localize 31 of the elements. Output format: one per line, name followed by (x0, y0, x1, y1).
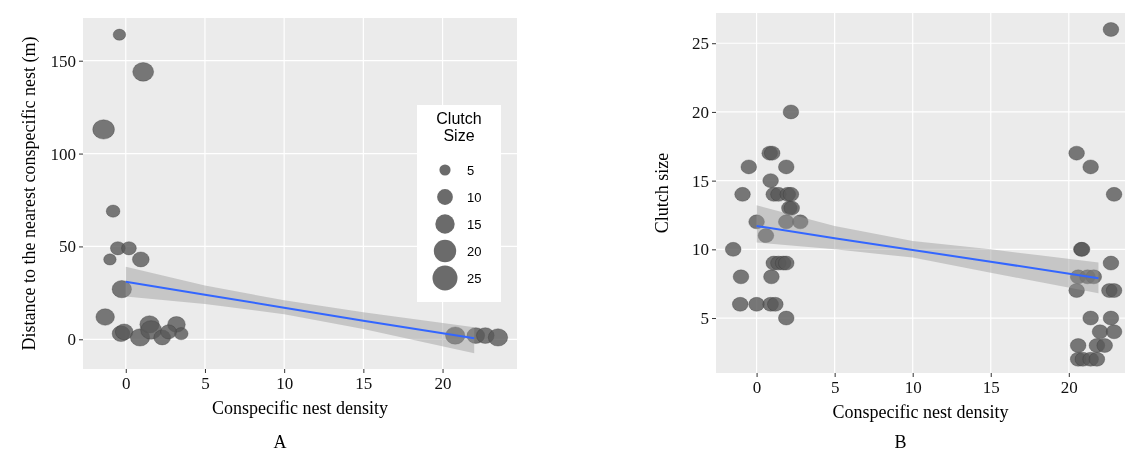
y-tick-label: 10 (692, 240, 709, 260)
y-tick-label: 20 (692, 102, 709, 122)
x-tick-label: 20 (434, 374, 452, 394)
x-tick-label: 10 (904, 378, 922, 398)
legend-label: 20 (467, 244, 482, 259)
y-tick-label: 25 (692, 34, 709, 54)
legend-label: 15 (467, 217, 482, 232)
x-tick-label: 10 (276, 374, 294, 394)
x-tick-label: 0 (122, 374, 131, 394)
legend-label: 25 (467, 271, 482, 286)
y-axis-title: Distance to the nearest conspecific nest (m) (19, 36, 40, 351)
x-axis-title: Conspecific nest density (832, 402, 1009, 422)
x-tick-label: 5 (201, 374, 210, 394)
x-tick-label: 0 (752, 378, 762, 398)
text: B (894, 432, 907, 452)
text: A (273, 432, 287, 452)
x-tick-label: 5 (830, 378, 840, 398)
y-tick-label: 5 (700, 308, 709, 328)
y-axis-title: Clutch size (652, 152, 672, 234)
y-tick-label: 0 (67, 330, 76, 350)
legend-label: 10 (467, 190, 482, 205)
y-tick-label: 15 (692, 171, 709, 191)
legend-title: Clutch Size (436, 110, 482, 144)
x-axis-title: Conspecific nest density (212, 398, 388, 418)
x-tick-label: 15 (982, 378, 1000, 398)
x-tick-label: 20 (1060, 378, 1078, 398)
x-tick-label: 15 (355, 374, 373, 394)
legend-label: 5 (467, 163, 475, 178)
y-tick-label: 100 (50, 144, 76, 164)
y-tick-label: 50 (59, 237, 76, 257)
y-tick-label: 150 (50, 51, 76, 71)
